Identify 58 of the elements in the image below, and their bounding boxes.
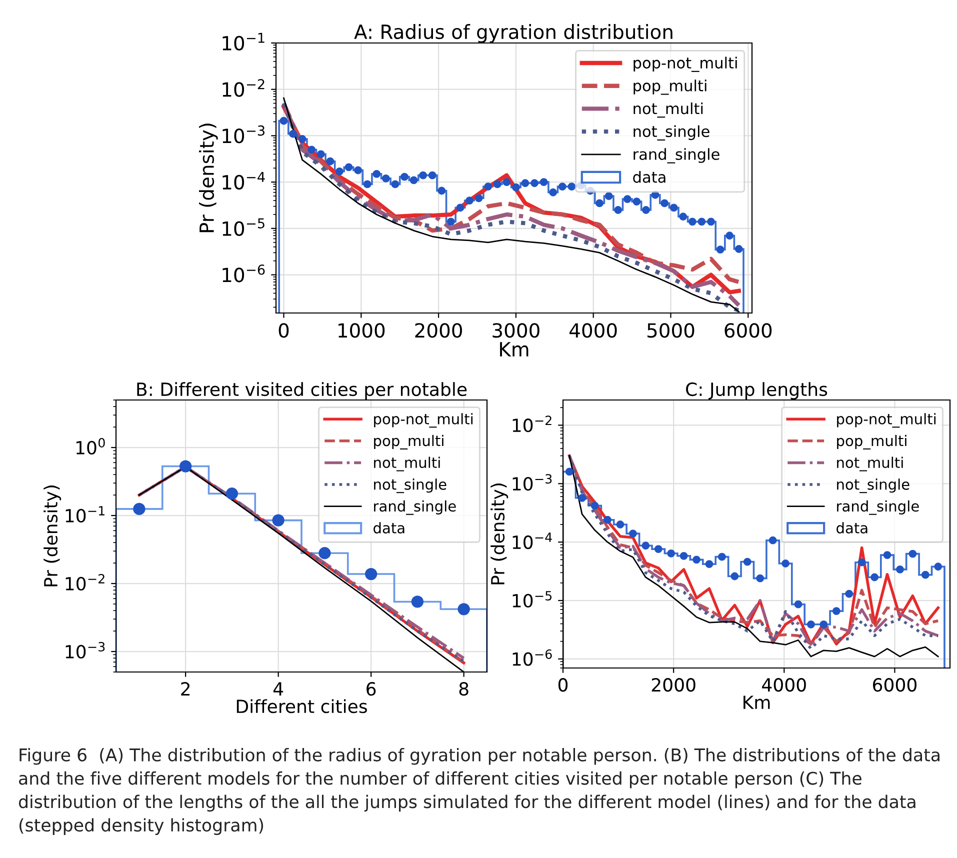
y-tick-label: 10$^{−2}$: [66, 574, 104, 591]
y-tick-label: 10$^{−4}$: [512, 532, 552, 550]
x-tick-label: 8: [459, 682, 468, 696]
y-tick-label: 10$^{−1}$: [222, 32, 264, 51]
legend-label: pop-not_multi: [634, 56, 737, 72]
chart-title: B: Different visited cities per notable: [137, 382, 467, 400]
x-tick-label: 3000: [492, 323, 540, 338]
y-tick-label: 10$^{−6}$: [512, 649, 552, 666]
legend-label: not_multi: [374, 456, 440, 472]
y-tick-label: 10$^{−2}$: [222, 79, 264, 97]
legend-label: not_multi: [634, 102, 703, 118]
y-tick-label: 10$^{−3}$: [66, 642, 105, 659]
y-tick-label: 10$^{−1}$: [66, 506, 104, 523]
legend-label: data: [633, 171, 666, 183]
y-tick-label: 10$^{0}$: [76, 438, 105, 455]
legend-label: rand_single: [374, 500, 456, 515]
legend-label: not_multi: [837, 456, 903, 472]
chart-title: C: Jump lengths: [686, 382, 828, 400]
legend-label: not_single: [374, 478, 446, 494]
x-tick-label: 5000: [647, 323, 694, 338]
y-tick-label: 10$^{−2}$: [512, 416, 552, 432]
y-axis-title: Pr (density): [490, 484, 508, 584]
y-tick-label: 10$^{−5}$: [512, 591, 552, 608]
legend-label: not_single: [837, 478, 910, 494]
legend-label: not_single: [634, 125, 710, 141]
legend-label: data: [836, 522, 868, 534]
y-tick-label: 10$^{−3}$: [512, 474, 552, 491]
x-tick-label: 6: [366, 682, 376, 696]
legend-label: pop_multi: [634, 80, 706, 95]
x-axis-title: Km: [500, 342, 528, 356]
y-tick-label: 10$^{−4}$: [222, 172, 265, 190]
y-axis-title: Pr (density): [44, 486, 62, 586]
x-tick-label: 2000: [652, 678, 696, 692]
chart-title: A: Radius of gyration distribution: [354, 24, 672, 43]
x-axis-title: Different cities: [236, 699, 367, 714]
y-tick-label: 10$^{−6}$: [222, 264, 265, 282]
x-tick-label: 6000: [724, 323, 772, 338]
caption: Figure 6 (A) The distribution of the radius of gyration per notable person. (B) The distributions of the data and the five different models for the number of different cities visited per notable person (C) The distribution of the lengths of the all the jumps simulated for the different model (lines) and for the data (stepped density histogram): [18, 748, 940, 835]
x-tick-label: 1000: [338, 323, 385, 338]
x-tick-label: 2000: [415, 323, 462, 338]
x-axis-title: Km: [744, 696, 770, 709]
y-axis-title: Pr (density): [198, 124, 218, 232]
x-tick-label: 2: [181, 682, 190, 696]
y-tick-label: 10$^{−5}$: [222, 218, 264, 236]
y-tick-label: 10$^{−3}$: [222, 125, 264, 144]
x-tick-label: 4000: [570, 323, 617, 338]
legend-label: pop-not_multi: [374, 413, 473, 428]
x-tick-label: 0: [278, 323, 289, 338]
x-tick-label: 6000: [873, 678, 916, 692]
x-tick-label: 0: [558, 678, 568, 692]
legend-label: pop_multi: [837, 434, 906, 450]
legend-label: rand_single: [634, 148, 720, 164]
legend-label: data: [374, 522, 404, 534]
legend-label: rand_single: [837, 500, 919, 515]
x-tick-label: 4: [273, 682, 284, 696]
legend-label: pop-not_multi: [837, 413, 936, 428]
legend-label: pop_multi: [374, 434, 444, 450]
x-tick-label: 4000: [762, 678, 806, 692]
